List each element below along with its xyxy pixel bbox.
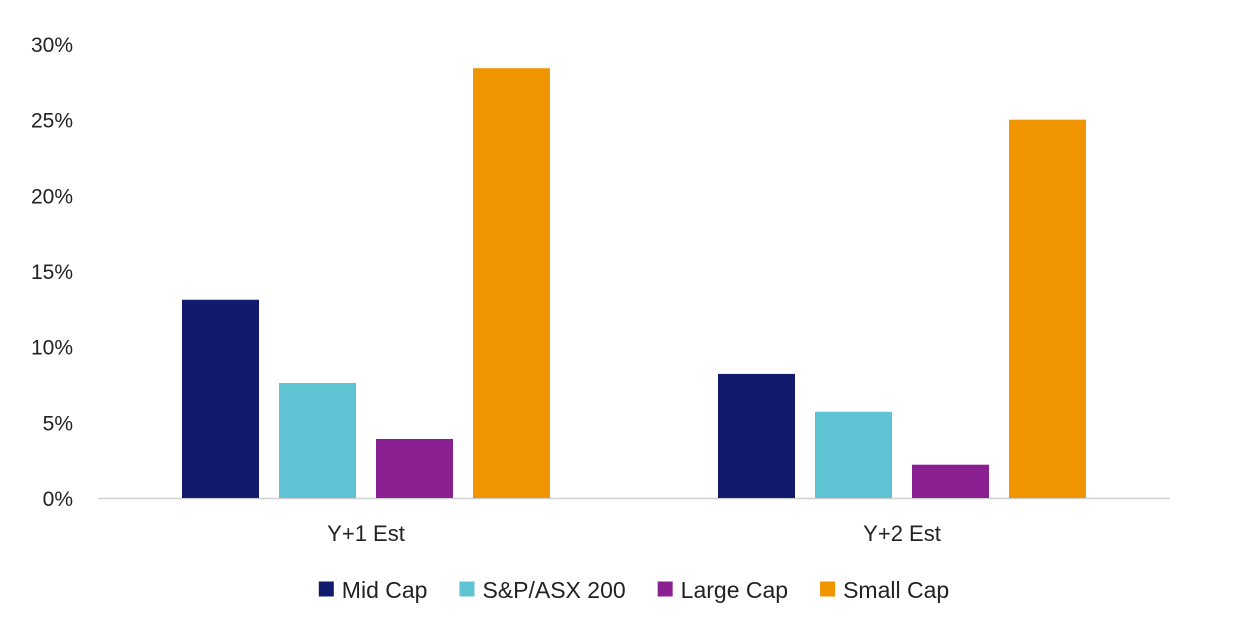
legend-label-s-p-asx-200: S&P/ASX 200 [482, 577, 625, 603]
bars [182, 68, 1086, 499]
bar-small-cap [1009, 119, 1086, 499]
legend-swatch-s-p-asx-200 [459, 581, 475, 597]
y-tick-label: 15% [31, 261, 73, 284]
y-tick-label: 5% [43, 412, 73, 435]
legend-label-small-cap: Small Cap [843, 577, 949, 603]
bar-small-cap [473, 68, 550, 499]
legend-label-mid-cap: Mid Cap [342, 577, 428, 603]
y-tick-label: 20% [31, 185, 73, 208]
category-labels: Y+1 Est Y+2 Est [327, 521, 941, 546]
x-category-label: Y+2 Est [863, 521, 941, 546]
legend-label-large-cap: Large Cap [681, 577, 788, 603]
y-tick-label: 25% [31, 110, 73, 133]
x-category-label: Y+1 Est [327, 521, 405, 546]
legend-swatch-large-cap [657, 581, 673, 597]
legend-swatch-mid-cap [318, 581, 334, 597]
bar-mid-cap [182, 299, 259, 498]
bar-s-p-asx-200 [279, 382, 356, 498]
y-tick-label: 10% [31, 337, 73, 360]
y-axis: 0% 5% 10% 15% 20% 25% 30% [31, 34, 73, 511]
y-tick-label: 0% [43, 488, 73, 511]
bar-mid-cap [718, 373, 795, 498]
y-tick-label: 30% [31, 34, 73, 57]
bar-large-cap [376, 438, 453, 498]
bar-s-p-asx-200 [815, 411, 892, 498]
bar-large-cap [912, 464, 989, 498]
legend: Mid Cap S&P/ASX 200 Large Cap Small Cap [318, 577, 949, 603]
legend-swatch-small-cap [820, 581, 836, 597]
